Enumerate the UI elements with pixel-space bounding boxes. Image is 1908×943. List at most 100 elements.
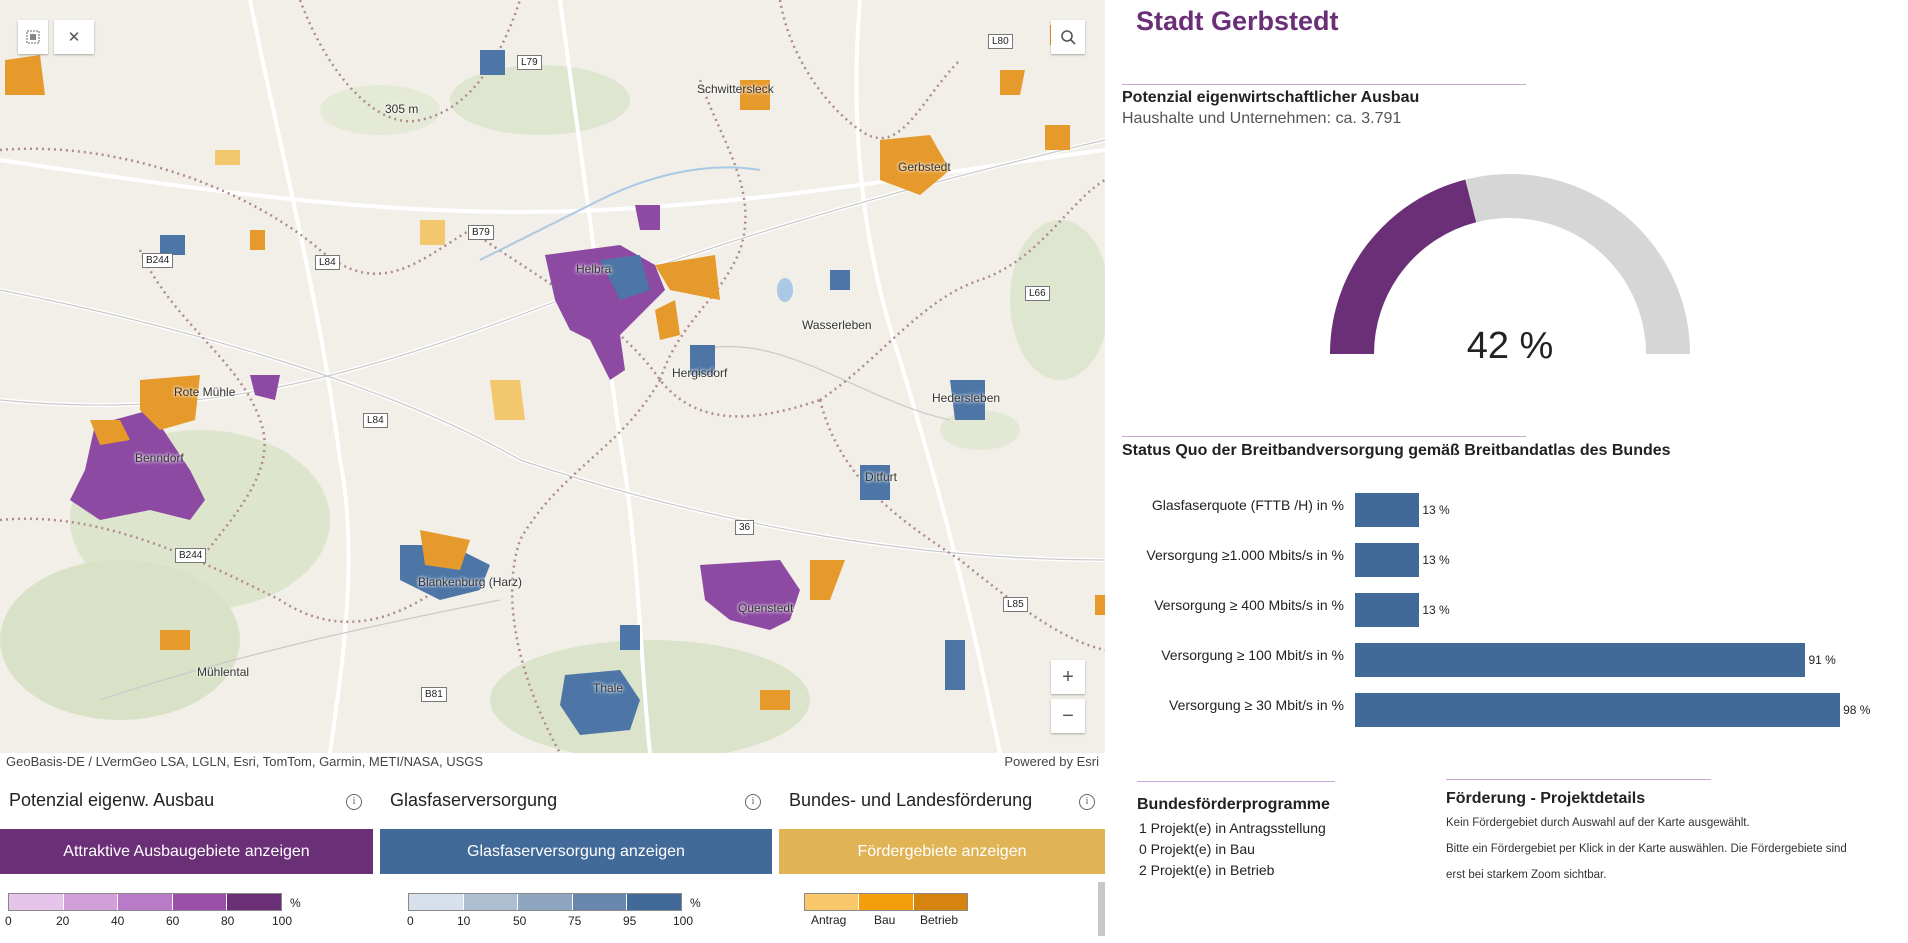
- map-place-label: Blankenburg (Harz): [418, 575, 523, 589]
- scale-label: 50: [513, 914, 527, 928]
- layers-icon: [26, 30, 40, 44]
- search-icon: [1061, 30, 1076, 45]
- details-title: Förderung - Projektdetails: [1446, 790, 1646, 807]
- powered-by-link[interactable]: Powered by Esri: [1004, 754, 1099, 769]
- scale-label: 10: [457, 914, 471, 928]
- scale-step: [409, 894, 464, 910]
- scale-label: 20: [56, 914, 70, 928]
- info-icon[interactable]: i: [745, 794, 761, 810]
- scale-label: 75: [568, 914, 582, 928]
- scale-step: [227, 894, 281, 910]
- layers-button[interactable]: [18, 20, 48, 54]
- road-label: L79: [517, 55, 542, 70]
- scale-step: [805, 894, 860, 910]
- scale-step: [9, 894, 64, 910]
- scale-label: Antrag: [811, 913, 847, 927]
- bar-label: Versorgung ≥ 30 Mbit/s in %: [1169, 697, 1344, 713]
- road-label: 36: [735, 520, 755, 535]
- minus-icon: −: [1062, 704, 1074, 727]
- panel-title-glasfaser: Glasfaserversorgung: [390, 790, 558, 810]
- map-place-label: Thale: [593, 681, 624, 695]
- bar-value: 91 %: [1808, 653, 1836, 667]
- scale-step: [627, 894, 681, 910]
- programs-title: Bundesförderprogramme: [1137, 796, 1330, 813]
- info-icon[interactable]: i: [1079, 794, 1095, 810]
- scale-label: 100: [272, 914, 293, 928]
- show-potential-button[interactable]: Attraktive Ausbaugebiete anzeigen: [0, 829, 373, 874]
- details-line: Kein Fördergebiet durch Auswahl auf der …: [1446, 817, 1750, 829]
- foerder-scale: [804, 893, 968, 911]
- map-attribution: GeoBasis-DE / LVermGeo LSA, LGLN, Esri, …: [0, 753, 1105, 773]
- scale-label: Betrieb: [920, 913, 959, 927]
- search-button[interactable]: [1051, 20, 1085, 54]
- map-place-label: Mühlental: [197, 665, 250, 679]
- divider: [1122, 436, 1526, 437]
- potential-gauge: [1330, 174, 1690, 355]
- road-label: B244: [175, 548, 207, 563]
- show-glasfaser-button[interactable]: Glasfaserversorgung anzeigen: [380, 829, 772, 874]
- divider: [1137, 781, 1335, 782]
- scale-step: [63, 894, 119, 910]
- map-place-label: Ditfurt: [865, 470, 898, 484]
- bar: [1355, 543, 1420, 577]
- zoom-in-button[interactable]: +: [1051, 660, 1085, 694]
- map-canvas[interactable]: [0, 0, 1105, 753]
- program-line: 1 Projekt(e) in Antragsstellung: [1139, 820, 1326, 836]
- panel-title-foerderung: Bundes- und Landesförderung: [789, 790, 1033, 810]
- bar-value: 13 %: [1422, 603, 1450, 617]
- potential-title: Potenzial eigenwirtschaftlicher Ausbau: [1122, 89, 1420, 106]
- plus-icon: +: [1062, 665, 1074, 688]
- attribution-text: GeoBasis-DE / LVermGeo LSA, LGLN, Esri, …: [6, 754, 484, 769]
- panel-title-potential: Potenzial eigenw. Ausbau: [9, 790, 215, 810]
- gauge-fill: [1330, 179, 1477, 355]
- road-label: B79: [468, 225, 494, 240]
- map-place-label: Helbra: [576, 262, 612, 276]
- map-place-label: Hergisdorf: [672, 366, 728, 380]
- scale-label: 60: [166, 914, 180, 928]
- close-button[interactable]: ✕: [54, 20, 94, 54]
- road-label: B81: [421, 687, 447, 702]
- road-label: L66: [1025, 286, 1050, 301]
- gauge-value: 42 %: [1466, 325, 1554, 367]
- scale-step: [518, 894, 573, 910]
- scale-label: 0: [5, 914, 12, 928]
- road-label: L80: [988, 34, 1013, 49]
- status-title: Status Quo der Breitbandversorgung gemäß…: [1122, 442, 1671, 459]
- bar-value: 98 %: [1843, 703, 1871, 717]
- divider: [1122, 84, 1526, 85]
- show-foerder-button[interactable]: Fördergebiete anzeigen: [779, 829, 1105, 874]
- city-title: Stadt Gerbstedt: [1136, 6, 1339, 36]
- road-label: L85: [1003, 597, 1028, 612]
- zoom-out-button[interactable]: −: [1051, 699, 1085, 733]
- map-place-label: Gerbstedt: [898, 160, 951, 174]
- program-line: 0 Projekt(e) in Bau: [1139, 841, 1255, 857]
- close-icon: ✕: [67, 29, 81, 46]
- scale-step: [913, 894, 967, 910]
- glasfaser-scale: [408, 893, 682, 911]
- scale-step: [859, 894, 914, 910]
- map-place-label: Quenstedt: [738, 601, 794, 615]
- bar-value: 13 %: [1422, 503, 1450, 517]
- bar: [1355, 593, 1420, 627]
- map-view[interactable]: Schwittersleck Gerbstedt Helbra Hergisdo…: [0, 0, 1105, 753]
- bar-label: Versorgung ≥ 400 Mbits/s in %: [1154, 597, 1344, 613]
- scale-step: [172, 894, 228, 910]
- scale-label: 100: [673, 914, 694, 928]
- scale-label: 80: [221, 914, 235, 928]
- map-place-label: Hedersleben: [932, 391, 1001, 405]
- potential-scale: [8, 893, 282, 911]
- scale-step: [463, 894, 519, 910]
- scale-label: 0: [407, 914, 414, 928]
- road-label: L84: [315, 255, 340, 270]
- map-place-label: Wasserleben: [802, 318, 872, 332]
- bar: [1355, 643, 1806, 677]
- scale-step: [118, 894, 173, 910]
- scale-label: Bau: [874, 913, 896, 927]
- details-line: Bitte ein Fördergebiet per Klick in der …: [1446, 843, 1847, 855]
- households-text: Haushalte und Unternehmen: ca. 3.791: [1122, 110, 1402, 127]
- scrollbar[interactable]: [1098, 882, 1105, 936]
- info-icon[interactable]: i: [346, 794, 362, 810]
- map-place-label: Benndorf: [135, 451, 184, 465]
- road-label: B244: [142, 253, 174, 268]
- bar-label: Versorgung ≥ 100 Mbit/s in %: [1161, 647, 1344, 663]
